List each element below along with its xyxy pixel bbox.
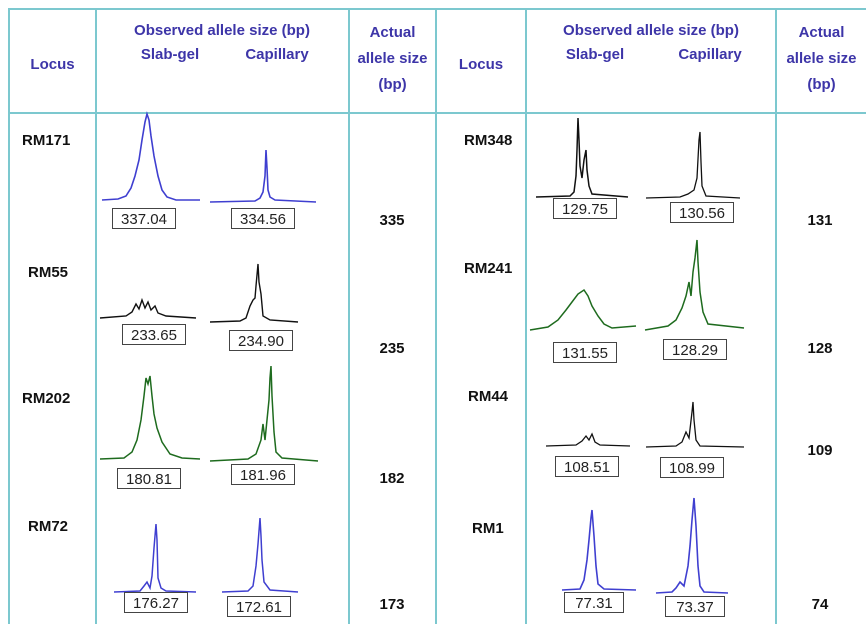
locus-label: RM202 bbox=[22, 390, 71, 407]
actual-size: 173 bbox=[379, 596, 405, 613]
slab-gel-header: Slab-gel bbox=[565, 46, 625, 63]
observed-header: Observed allele size (bp) bbox=[134, 22, 310, 39]
actual-size: 131 bbox=[807, 212, 833, 229]
capillary-header: Capillary bbox=[678, 46, 742, 63]
table-top-border bbox=[8, 8, 866, 10]
locus-label: RM348 bbox=[464, 132, 513, 149]
column-divider bbox=[8, 8, 10, 624]
locus-label: RM55 bbox=[28, 264, 69, 281]
capillary-trace bbox=[645, 131, 741, 199]
slab-gel-trace bbox=[99, 297, 197, 319]
slab-gel-size-box: 77.31 bbox=[564, 592, 624, 613]
header-divider bbox=[8, 112, 866, 114]
slab-gel-size-box: 233.65 bbox=[122, 324, 186, 345]
capillary-trace bbox=[221, 517, 299, 593]
slab-gel-header: Slab-gel bbox=[140, 46, 200, 63]
column-divider bbox=[525, 8, 527, 624]
locus-header: Locus bbox=[30, 56, 75, 73]
capillary-size-box: 234.90 bbox=[229, 330, 293, 351]
slab-gel-size-box: 180.81 bbox=[117, 468, 181, 489]
capillary-trace bbox=[209, 149, 317, 203]
capillary-header: Capillary bbox=[245, 46, 309, 63]
actual-size: 128 bbox=[807, 340, 833, 357]
slab-gel-size-box: 108.51 bbox=[555, 456, 619, 477]
slab-gel-trace bbox=[561, 509, 637, 591]
slab-gel-trace bbox=[529, 288, 637, 331]
actual-size: 182 bbox=[379, 470, 405, 487]
actual-header-line3: (bp) bbox=[807, 76, 836, 93]
slab-gel-size-box: 176.27 bbox=[124, 592, 188, 613]
capillary-trace bbox=[209, 263, 299, 323]
column-divider bbox=[348, 8, 350, 624]
slab-gel-trace bbox=[545, 432, 631, 447]
actual-header-line1: Actual bbox=[369, 24, 416, 41]
slab-gel-size-box: 131.55 bbox=[553, 342, 617, 363]
capillary-trace bbox=[645, 401, 745, 448]
capillary-size-box: 130.56 bbox=[670, 202, 734, 223]
locus-label: RM72 bbox=[28, 518, 69, 535]
capillary-trace bbox=[655, 497, 729, 594]
column-divider bbox=[95, 8, 97, 624]
slab-gel-size-box: 337.04 bbox=[112, 208, 176, 229]
actual-size: 335 bbox=[379, 212, 405, 229]
column-divider bbox=[435, 8, 437, 624]
locus-header: Locus bbox=[458, 56, 504, 73]
locus-label: RM44 bbox=[468, 388, 509, 405]
locus-label: RM241 bbox=[464, 260, 513, 277]
capillary-trace bbox=[209, 365, 319, 462]
slab-gel-size-box: 129.75 bbox=[553, 198, 617, 219]
actual-size: 74 bbox=[811, 596, 829, 613]
actual-size: 109 bbox=[807, 442, 833, 459]
slab-gel-trace bbox=[99, 375, 201, 460]
actual-header-line2: allele size bbox=[786, 50, 857, 67]
capillary-size-box: 73.37 bbox=[665, 596, 725, 617]
slab-gel-trace bbox=[535, 117, 629, 198]
actual-header-line1: Actual bbox=[798, 24, 845, 41]
locus-label: RM171 bbox=[22, 132, 71, 149]
capillary-size-box: 172.61 bbox=[227, 596, 291, 617]
observed-header: Observed allele size (bp) bbox=[563, 22, 739, 39]
locus-label: RM1 bbox=[472, 520, 504, 537]
slab-gel-trace bbox=[101, 111, 200, 201]
capillary-size-box: 334.56 bbox=[231, 208, 295, 229]
capillary-size-box: 181.96 bbox=[231, 464, 295, 485]
actual-header-line3: (bp) bbox=[378, 76, 407, 93]
capillary-size-box: 128.29 bbox=[663, 339, 727, 360]
actual-header-line2: allele size bbox=[357, 50, 428, 67]
capillary-size-box: 108.99 bbox=[660, 457, 724, 478]
capillary-trace bbox=[644, 239, 745, 331]
slab-gel-trace bbox=[113, 523, 197, 593]
actual-size: 235 bbox=[379, 340, 405, 357]
column-divider bbox=[775, 8, 777, 624]
